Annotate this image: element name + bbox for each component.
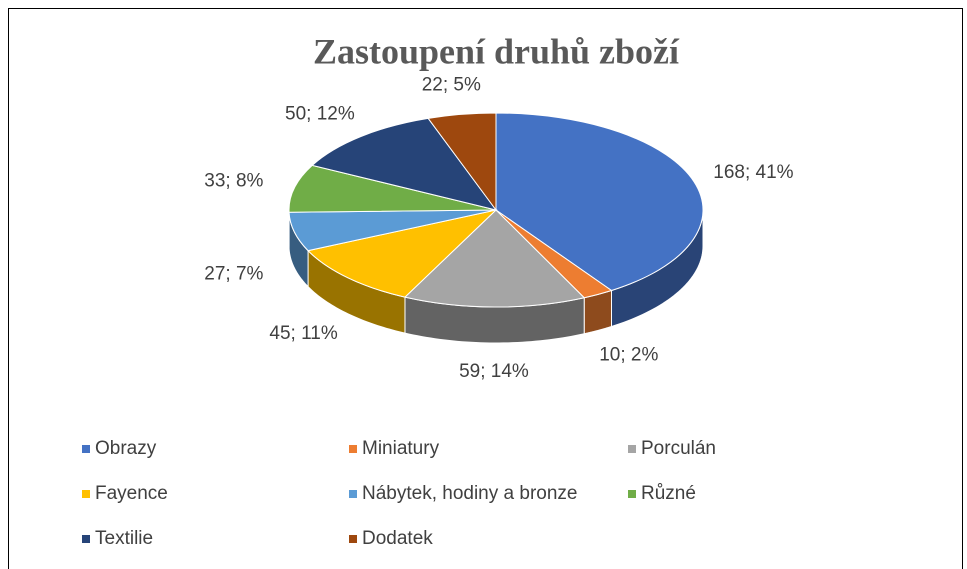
legend-marker [82,535,90,543]
legend-label: Textilie [95,528,153,549]
data-label: 33; 8% [204,171,263,192]
frame [8,8,963,569]
legend-marker [628,490,636,498]
legend-marker [349,445,357,453]
pie-slice [311,117,498,211]
data-label: 168; 41% [713,162,793,183]
legend-label: Dodatek [362,528,433,549]
pie-slice [427,112,497,212]
pie-slice [288,164,497,213]
data-label: 50; 12% [285,104,355,125]
legend-label: Obrazy [95,438,157,459]
legend-marker [349,535,357,543]
legend-marker [349,490,357,498]
legend-marker [82,490,90,498]
data-label: 45; 11% [269,323,337,344]
data-label: 10; 2% [599,345,658,366]
chart-title: Zastoupení druhů zboží [313,31,680,71]
legend-marker [628,445,636,453]
pie-slice [495,112,704,292]
legend-label: Nábytek, hodiny a bronze [362,483,577,504]
data-label: 22; 5% [422,75,481,96]
data-label: 59; 14% [459,361,529,382]
legend-label: Fayence [95,483,168,504]
legend-label: Porculán [641,438,716,459]
legend-marker [82,445,90,453]
pie-slice [307,209,498,298]
data-label: 27; 7% [204,263,263,284]
legend-label: Různé [641,483,696,504]
pie-slice [403,209,586,308]
legend-label: Miniatury [362,438,440,459]
